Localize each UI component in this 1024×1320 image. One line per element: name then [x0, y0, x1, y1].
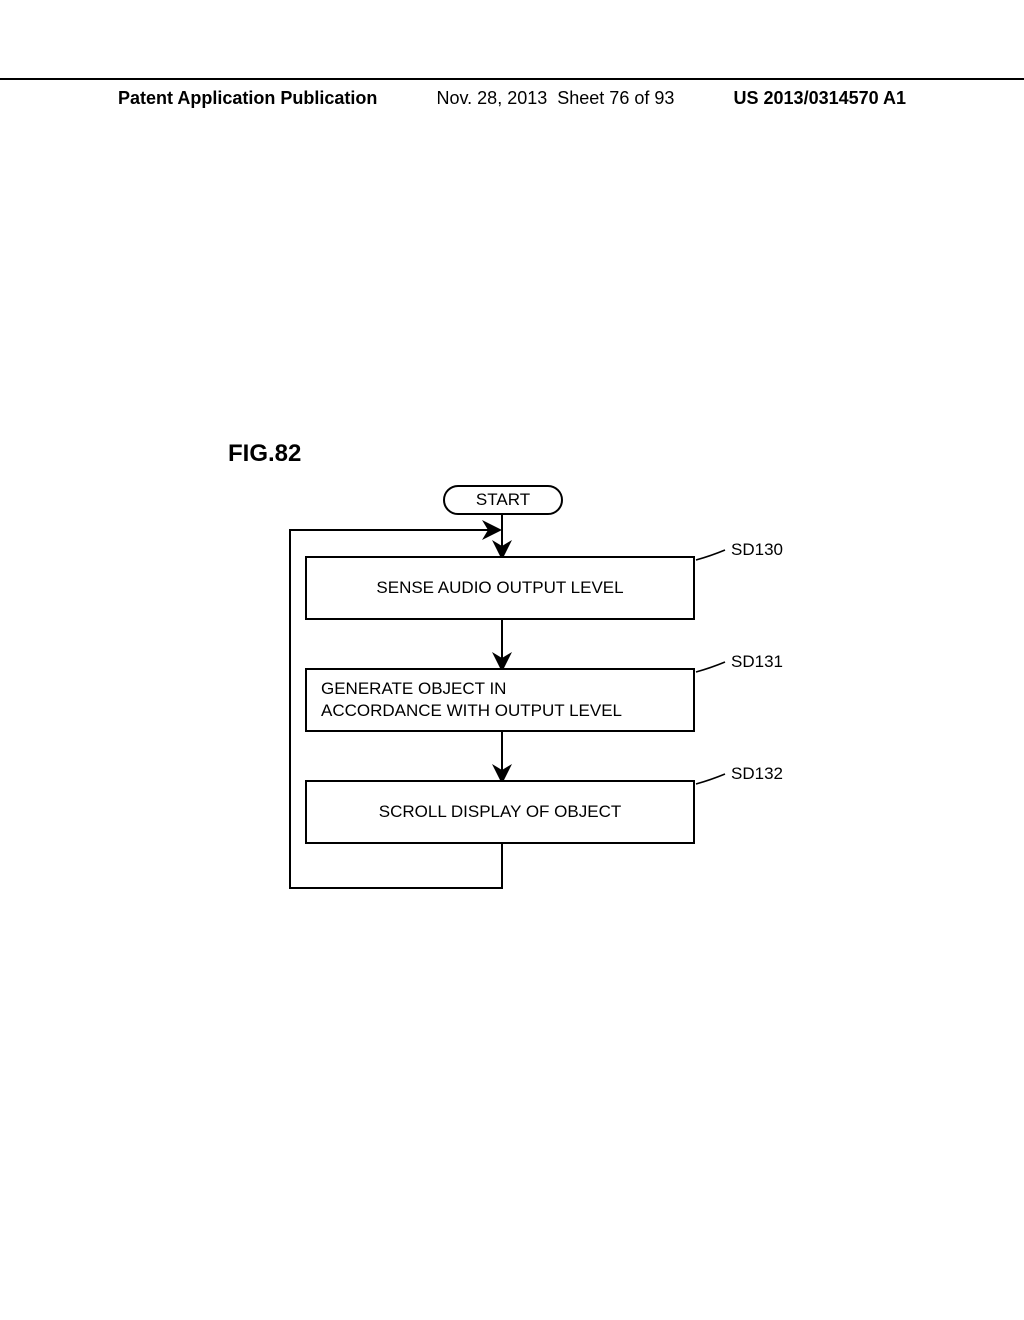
- flowchart-step-sd131: GENERATE OBJECT INACCORDANCE WITH OUTPUT…: [305, 668, 695, 732]
- flowchart-step-sd130: SENSE AUDIO OUTPUT LEVEL: [305, 556, 695, 620]
- flowchart-ref-sd132: SD132: [731, 764, 783, 784]
- flowchart-ref-sd130: SD130: [731, 540, 783, 560]
- flowchart: START SENSE AUDIO OUTPUT LEVEL GENERATE …: [0, 0, 1024, 1320]
- flowchart-ref-sd131: SD131: [731, 652, 783, 672]
- flowchart-arrows: [0, 0, 1024, 1320]
- flowchart-step-sd132: SCROLL DISPLAY OF OBJECT: [305, 780, 695, 844]
- flowchart-start: START: [443, 485, 563, 515]
